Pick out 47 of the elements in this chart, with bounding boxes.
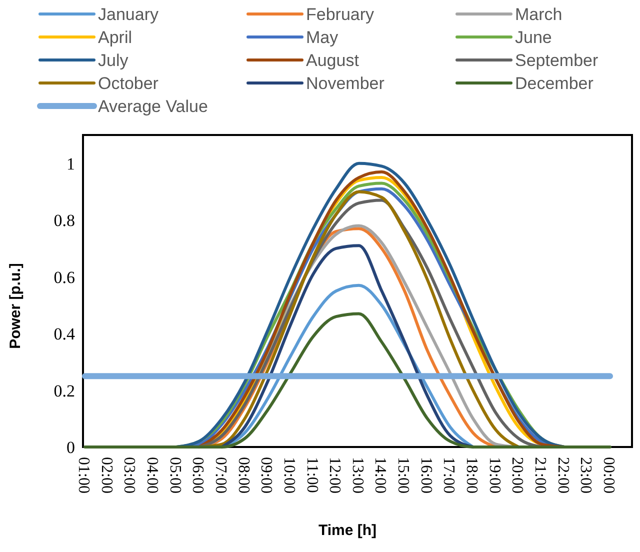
x-tick-label: 10:00 (280, 457, 298, 494)
x-tick-label: 05:00 (166, 457, 184, 494)
x-tick-label: 01:00 (75, 457, 92, 494)
y-axis-title: Power [p.u.] (7, 263, 24, 349)
legend-label: March (515, 5, 562, 24)
x-tick-label: 07:00 (212, 457, 229, 494)
legend-label: February (306, 5, 375, 24)
x-axis-title: Time [h] (318, 522, 377, 539)
legend-label: July (98, 51, 129, 70)
legend-label: August (306, 51, 360, 70)
x-tick-label: 23:00 (577, 457, 594, 494)
x-tick-label: 22:00 (554, 457, 572, 494)
x-tick-label: 16:00 (417, 457, 434, 494)
y-tick-label: 0.6 (54, 268, 75, 287)
y-tick-label: 0.4 (54, 324, 76, 344)
x-tick-label: 21:00 (532, 457, 549, 494)
y-tick-label: 0 (66, 438, 75, 457)
x-tick-label: 18:00 (463, 457, 480, 494)
x-tick-label: 19:00 (486, 457, 503, 494)
legend-label: September (515, 51, 598, 70)
line-series (220, 244, 475, 448)
legend-label: Average Value (98, 97, 208, 116)
x-tick-label: 06:00 (189, 457, 206, 494)
x-tick-label: 17:00 (440, 457, 458, 494)
legend-label: October (98, 74, 159, 93)
x-tick-label: 13:00 (348, 457, 366, 494)
x-tick-label: 12:00 (326, 457, 344, 494)
x-tick-label: 04:00 (143, 457, 160, 494)
x-tick-label: 08:00 (234, 457, 252, 494)
x-tick-label: 14:00 (372, 457, 389, 494)
x-tick-label: 11:00 (303, 457, 320, 493)
legend-label: November (306, 74, 385, 93)
y-tick-label: 0.2 (54, 381, 75, 400)
legend-label: April (98, 28, 132, 47)
line-series (84, 312, 612, 448)
legend-label: May (306, 28, 339, 47)
legend-label: January (98, 5, 159, 24)
legend-label: June (515, 28, 552, 47)
x-tick-label: 02:00 (98, 457, 115, 494)
x-tick-label: 15:00 (394, 457, 412, 494)
x-tick-label: 03:00 (120, 457, 138, 494)
y-tick-label: 0.8 (54, 211, 75, 230)
x-tick-label: 20:00 (508, 457, 526, 494)
y-tick-label: 1 (66, 154, 75, 174)
legend-label: December (515, 74, 594, 93)
x-tick-label: 00:00 (600, 457, 617, 494)
x-tick-label: 09:00 (258, 457, 275, 494)
